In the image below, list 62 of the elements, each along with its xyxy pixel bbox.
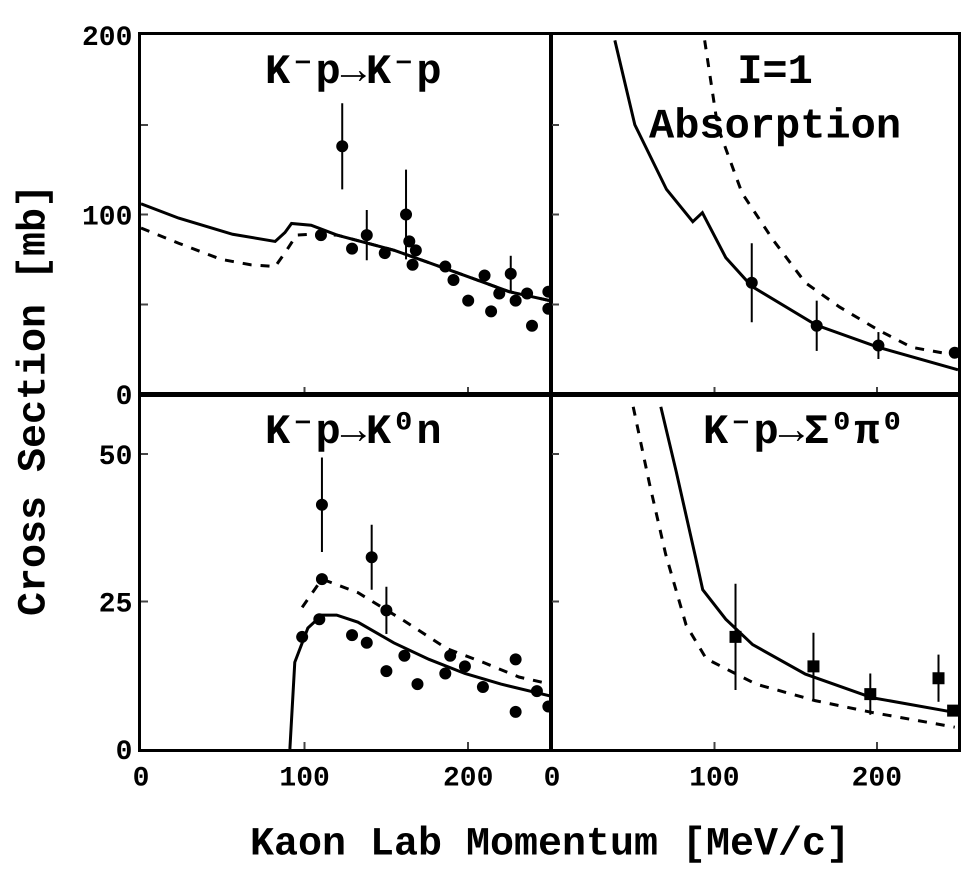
point (447, 274, 460, 286)
x-tick-label: 200 (442, 764, 494, 795)
point (400, 208, 412, 220)
point (458, 660, 471, 672)
point (410, 244, 422, 256)
x-tick-label: 100 (279, 764, 330, 795)
y-tick-label: 0 (116, 382, 132, 413)
point (510, 706, 522, 718)
point (380, 604, 392, 616)
point (336, 140, 348, 152)
point (864, 688, 876, 700)
point (932, 672, 945, 684)
y-tick-label: 100 (82, 202, 132, 234)
y-tick-label: 200 (82, 22, 132, 54)
y-axis-title: Cross Section [mb] (12, 184, 58, 616)
point (314, 229, 327, 242)
point (378, 247, 391, 260)
point (360, 636, 373, 649)
point (346, 629, 358, 642)
point (510, 294, 522, 307)
point (313, 613, 326, 626)
point (366, 551, 378, 564)
point (439, 667, 452, 680)
point (746, 276, 758, 289)
x-tick-label: 100 (689, 764, 740, 795)
text: I=1 Absorption (649, 48, 902, 151)
point (872, 340, 884, 352)
point (807, 660, 820, 672)
point (947, 704, 958, 717)
y-tick-label: 0 (116, 736, 132, 768)
point (510, 653, 522, 666)
point (398, 650, 410, 662)
point (380, 665, 392, 678)
x-axis-title: Kaon Lab Momentum [MeV/c] (250, 822, 850, 868)
point (810, 320, 823, 332)
point (504, 268, 517, 280)
point (346, 242, 358, 255)
x-tick-label: 200 (852, 764, 902, 795)
point (730, 630, 742, 643)
chart-title: K⁻p→Σ⁰π⁰ (703, 408, 905, 456)
point (530, 685, 543, 698)
point (493, 287, 506, 300)
x-tick-label: 0 (544, 764, 560, 795)
y-tick-label: 50 (98, 442, 132, 473)
point (403, 235, 416, 248)
point (444, 650, 456, 662)
point (526, 320, 538, 332)
point (411, 678, 424, 690)
chart-title: K⁻p→K⁻p (265, 48, 442, 96)
point (406, 258, 419, 271)
point (316, 498, 328, 511)
chart-title: K⁻p→K⁰n (265, 408, 442, 456)
point (476, 681, 489, 694)
point (462, 294, 474, 307)
point (360, 229, 373, 242)
point (521, 287, 534, 300)
point (439, 260, 452, 273)
point (478, 270, 491, 282)
point (316, 573, 328, 586)
y-tick-label: 25 (98, 589, 132, 620)
point (296, 630, 308, 643)
point (485, 305, 498, 318)
